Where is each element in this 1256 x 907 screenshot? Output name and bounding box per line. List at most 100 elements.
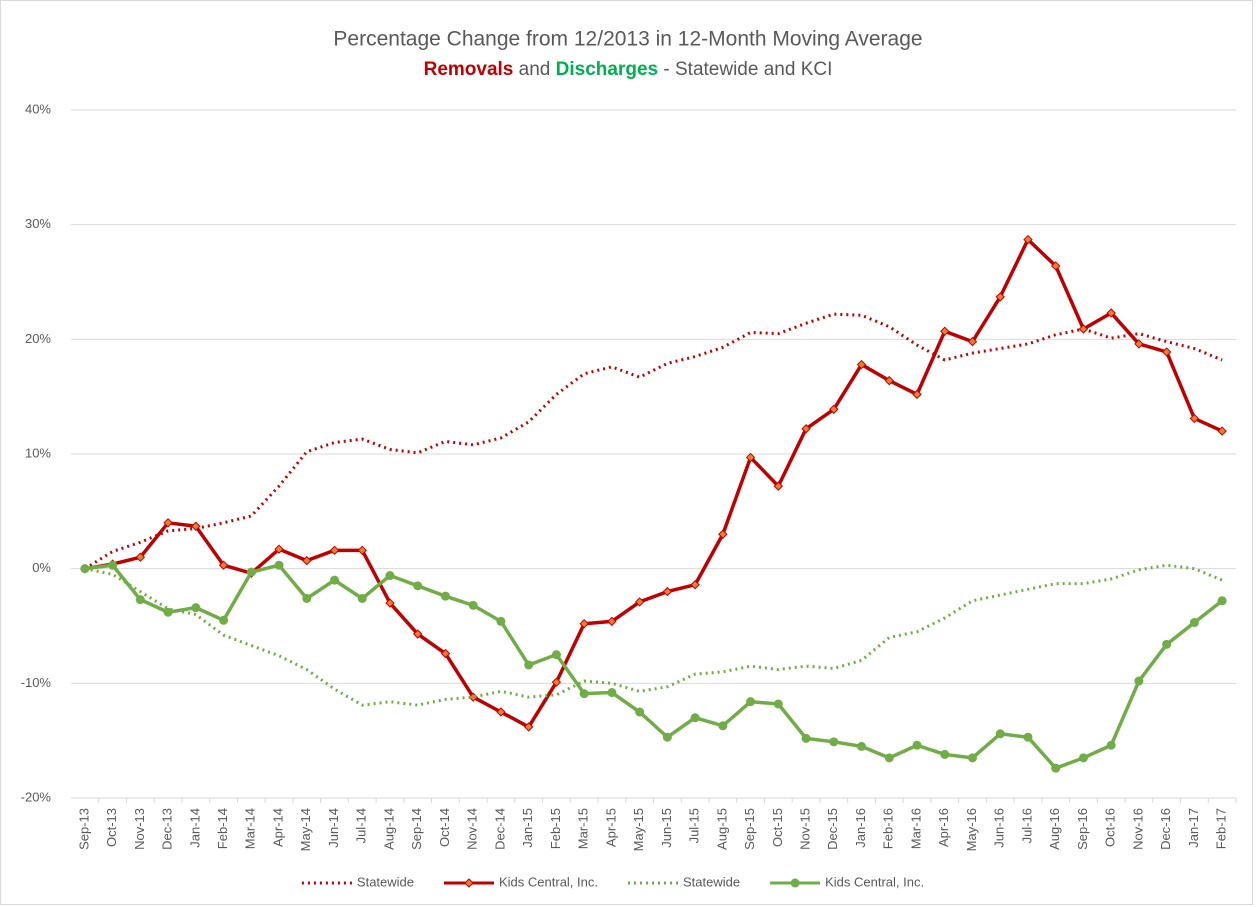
marker (329, 545, 340, 556)
marker (440, 648, 451, 659)
x-tick-label: Oct-16 (1103, 808, 1118, 847)
chart-title: Percentage Change from 12/2013 in 12-Mon… (333, 28, 922, 51)
x-tick-label: Apr-16 (936, 808, 951, 847)
marker (1217, 596, 1227, 606)
marker (690, 580, 700, 590)
marker (246, 567, 256, 577)
x-tick-label: Aug-15 (714, 808, 729, 850)
marker (967, 336, 978, 347)
x-tick-label: Dec-16 (1158, 808, 1173, 850)
marker (1051, 763, 1061, 773)
legend-item: Kids Central, Inc. (770, 874, 924, 889)
x-tick-label: Aug-16 (1047, 808, 1062, 850)
marker (357, 593, 367, 603)
y-tick-label: 20% (25, 331, 51, 346)
x-tick-label: Nov-15 (797, 808, 812, 850)
marker (1050, 261, 1061, 271)
marker (302, 555, 312, 566)
marker (551, 677, 562, 687)
x-tick-label: Nov-16 (1130, 808, 1145, 850)
x-tick-label: Sep-14 (409, 808, 424, 850)
x-tick-label: May-14 (298, 808, 313, 851)
marker (912, 740, 922, 750)
series-line (84, 563, 1223, 707)
x-tick-label: Feb-14 (215, 808, 230, 849)
x-tick-label: Jan-16 (853, 808, 868, 848)
marker (801, 424, 811, 434)
marker (524, 660, 534, 670)
x-tick-label: Jul-16 (1019, 808, 1034, 843)
marker (718, 529, 728, 539)
subtitle-part: and (513, 59, 555, 80)
marker (523, 722, 534, 732)
x-tick-label: Jun-15 (659, 808, 674, 848)
x-tick-label: Sep-13 (76, 808, 91, 850)
marker (690, 713, 700, 723)
marker (496, 616, 506, 626)
legend-label: Kids Central, Inc. (499, 874, 598, 889)
y-tick-label: 30% (25, 216, 51, 231)
marker (634, 597, 645, 607)
marker (829, 404, 839, 414)
x-tick-label: Jun-16 (992, 808, 1007, 848)
legend: Statewide Kids Central, Inc. Statewide Kids… (301, 874, 924, 889)
series-line (84, 563, 1224, 770)
subtitle-part: - Statewide and KCI (658, 59, 832, 80)
x-tick-label: Nov-13 (132, 808, 147, 850)
marker (330, 575, 340, 585)
marker (884, 375, 894, 386)
marker (607, 688, 617, 698)
marker (163, 518, 173, 528)
x-tick-label: Dec-14 (492, 808, 507, 850)
marker (940, 326, 950, 337)
x-tick-label: Jan-15 (520, 808, 535, 848)
y-tick-label: 0% (32, 560, 51, 575)
y-tick-label: 10% (25, 445, 51, 460)
marker (1106, 740, 1116, 750)
series-line (84, 312, 1223, 570)
marker (995, 729, 1005, 739)
marker (191, 521, 201, 531)
marker (912, 389, 922, 400)
marker (856, 359, 867, 370)
legend-marker (464, 878, 474, 888)
x-tick-label: Nov-14 (465, 808, 480, 850)
marker (135, 552, 146, 562)
marker (662, 732, 672, 742)
x-tick-label: Mar-16 (908, 808, 923, 849)
marker (1106, 308, 1116, 318)
marker (468, 600, 478, 610)
x-tick-label: Oct-13 (104, 808, 119, 847)
x-tick-label: Aug-14 (381, 808, 396, 850)
marker (801, 733, 811, 743)
marker (80, 564, 90, 574)
x-tick-label: Jun-14 (326, 808, 341, 848)
x-tick-label: Jul-15 (687, 808, 702, 843)
legend-label: Statewide (683, 874, 740, 889)
x-tick-label: Sep-16 (1075, 808, 1090, 850)
marker (385, 598, 395, 608)
marker (1134, 339, 1144, 349)
legend-item: Kids Central, Inc. (444, 874, 598, 889)
legend-item: Statewide (301, 874, 414, 889)
x-tick-label: May-15 (631, 808, 646, 851)
x-tick-label: Feb-17 (1214, 808, 1229, 849)
legend-label: Kids Central, Inc. (825, 874, 924, 889)
marker (995, 292, 1005, 302)
marker (1134, 676, 1144, 686)
x-tick-label: Mar-14 (243, 808, 258, 849)
marker (135, 595, 145, 605)
marker (108, 560, 118, 570)
marker (163, 607, 173, 617)
legend-item: Statewide (628, 874, 740, 889)
marker (579, 618, 589, 629)
marker (274, 544, 284, 554)
x-tick-label: Dec-13 (160, 808, 175, 850)
subtitle-part: Discharges (556, 59, 658, 80)
marker (579, 689, 589, 699)
legend-marker (790, 878, 800, 888)
marker (967, 753, 977, 763)
series-line (84, 237, 1223, 729)
